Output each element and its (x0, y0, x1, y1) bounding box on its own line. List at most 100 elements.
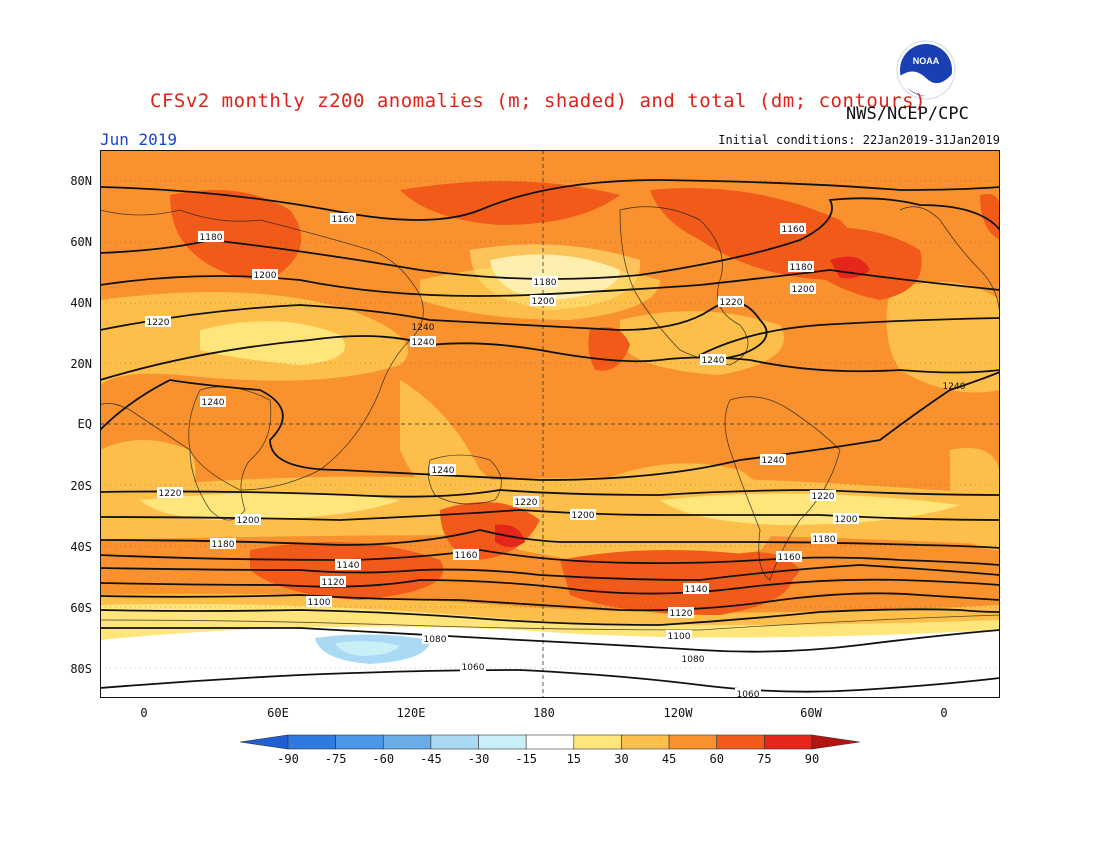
contour-label: 1200 (530, 295, 556, 307)
colorbar-swatch (764, 734, 813, 750)
contour-label: 1120 (320, 576, 346, 588)
contour-label: 1120 (668, 607, 694, 619)
contour-label: 1220 (810, 490, 836, 502)
colorbar (240, 734, 860, 750)
colorbar-swatch (478, 734, 527, 750)
svg-text:1080: 1080 (682, 655, 705, 665)
colorbar-swatch (573, 734, 622, 750)
map-title: CFSv2 monthly z200 anomalies (m; shaded)… (150, 90, 927, 112)
colorbar-label: -75 (324, 752, 347, 766)
contour-label: 1160 (453, 549, 479, 561)
reference-lines (100, 150, 1000, 698)
lat-label: 60S (70, 601, 92, 615)
svg-text:1240: 1240 (412, 338, 435, 348)
contour-label: 1060 (460, 661, 486, 673)
colorbar-swatch (716, 734, 765, 750)
contour-label: 1140 (683, 583, 709, 595)
svg-text:1180: 1180 (790, 263, 813, 273)
anomaly-fill-white-antarctic (100, 626, 1000, 698)
colorbar-swatch (811, 734, 860, 750)
contour-label: 1160 (330, 213, 356, 225)
contour-label: 1200 (252, 269, 278, 281)
anomaly-fill-lightblue-antarctic (335, 641, 400, 656)
contour-label: 1100 (306, 596, 332, 608)
contour-label: 1080 (680, 653, 706, 665)
contour-label: 1160 (780, 223, 806, 235)
noaa-logo: NOAA (896, 40, 956, 100)
contour-label: 1240 (410, 336, 436, 348)
anomaly-fill-darkred-atlantic (830, 256, 870, 279)
agency-label: NWS/NCEP/CPC (846, 104, 969, 124)
svg-text:1180: 1180 (813, 535, 836, 545)
anomaly-fill-lightyellow-south-band (140, 492, 400, 520)
svg-text:1200: 1200 (572, 511, 595, 521)
contour-label: 1240 (430, 464, 456, 476)
colorbar-swatch (525, 734, 575, 750)
svg-text:1240: 1240 (202, 398, 225, 408)
colorbar-label: 90 (804, 752, 820, 766)
height-contours (100, 179, 1000, 693)
svg-text:1220: 1220 (720, 298, 743, 308)
svg-text:1060: 1060 (737, 690, 760, 698)
colorbar-label: -60 (372, 752, 395, 766)
svg-text:1180: 1180 (534, 278, 557, 288)
svg-text:1220: 1220 (812, 492, 835, 502)
contour-label: 1180 (811, 533, 837, 545)
svg-text:1240: 1240 (702, 356, 725, 366)
lat-label: 40S (70, 540, 92, 554)
coastlines (100, 206, 1000, 631)
contour-label: 1220 (513, 496, 539, 508)
lat-label: EQ (77, 417, 92, 431)
contour-label: 1220 (145, 316, 171, 328)
svg-text:1060: 1060 (462, 663, 485, 673)
svg-text:1220: 1220 (147, 318, 170, 328)
colorbar-swatch (621, 734, 670, 750)
colorbar-swatch (287, 734, 336, 750)
colorbar-swatch (335, 734, 384, 750)
svg-text:1100: 1100 (668, 632, 691, 642)
contour-label: 1220 (718, 296, 744, 308)
svg-text:1200: 1200 (792, 285, 815, 295)
contour-label: 1240 (943, 382, 966, 392)
svg-text:1180: 1180 (200, 233, 223, 243)
contour-label: 1140 (335, 559, 361, 571)
colorbar-label: 75 (757, 752, 772, 766)
lat-label: 80N (70, 174, 92, 188)
anomaly-fill-red-arctic-pacific (400, 181, 620, 225)
lat-label: 20N (70, 357, 92, 371)
colorbar-label: 45 (661, 752, 677, 766)
contour-label: 1100 (666, 630, 692, 642)
colorbar-swatch (382, 734, 432, 750)
svg-text:1220: 1220 (159, 489, 182, 499)
contour-label: 1240 (412, 323, 435, 333)
contour-label: 1240 (200, 396, 226, 408)
svg-text:1160: 1160 (782, 225, 805, 235)
lat-label: 60N (70, 235, 92, 249)
anomaly-map: 1160 1180 1200 1220 1240 1240 1240 1220 … (100, 150, 1000, 698)
contour-label: 1240 (700, 354, 726, 366)
contour-label: 1180 (198, 231, 224, 243)
contour-label: 1200 (570, 509, 596, 521)
lat-label: 80S (70, 662, 92, 676)
colorbar-swatch (430, 734, 479, 750)
svg-text:1180: 1180 (212, 540, 235, 550)
lat-label: 20S (70, 479, 92, 493)
lon-label: 120W (663, 706, 693, 720)
svg-text:1200: 1200 (532, 297, 555, 307)
colorbar-swatch (240, 734, 289, 750)
contour-label: 1200 (833, 513, 859, 525)
contour-label: 1080 (422, 633, 448, 645)
svg-text:1140: 1140 (337, 561, 360, 571)
colorbar-label: -15 (515, 752, 538, 766)
contour-label: 1060 (735, 688, 761, 698)
colorbar-label: -45 (420, 752, 442, 766)
colorbar-label: -30 (467, 752, 490, 766)
lon-label: 0 (140, 706, 148, 720)
contour-labels: 1160 1180 1200 1220 1240 1240 1240 1220 … (145, 213, 966, 698)
lon-label: 120E (396, 706, 426, 720)
anomaly-fill-yellow-atlantic (886, 282, 1000, 393)
svg-text:1200: 1200 (237, 516, 260, 526)
contour-label: 1180 (788, 261, 814, 273)
logo-text: NOAA (913, 56, 940, 66)
initial-conditions: Initial conditions: 22Jan2019-31Jan2019 (718, 133, 1000, 147)
